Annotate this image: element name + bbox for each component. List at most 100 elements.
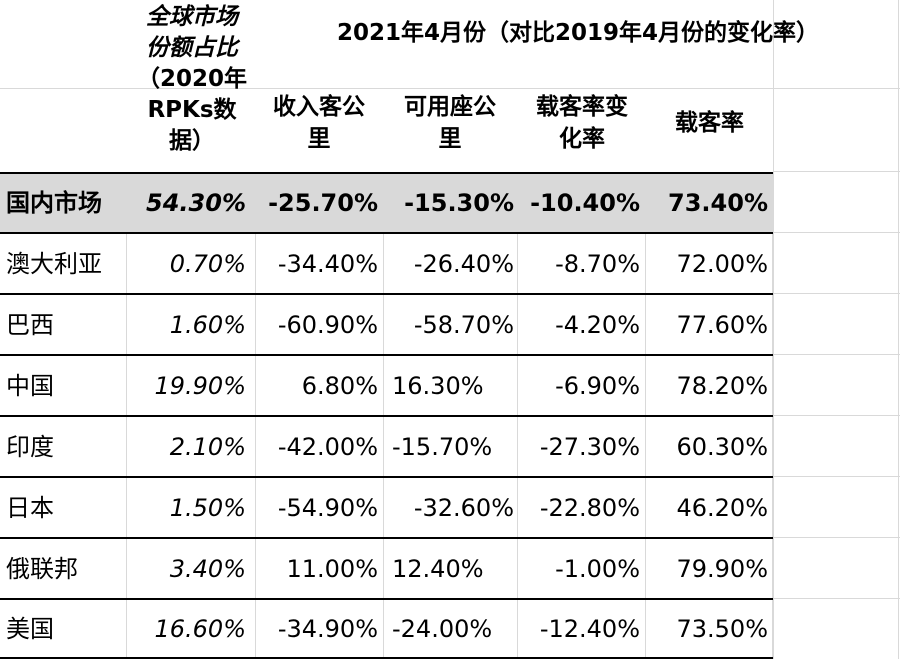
cell-lf-change: -27.30%	[539, 433, 640, 461]
column-divider	[126, 478, 127, 537]
column-divider	[383, 600, 384, 657]
column-divider	[772, 295, 773, 354]
column-divider	[255, 600, 256, 657]
column-divider	[645, 417, 646, 476]
column-header-ask: 可用座公 里	[384, 96, 516, 160]
summary-row: 国内市场 54.30% -25.70% -15.30% -10.40% 73.40%	[0, 174, 773, 232]
column-header-line: 化率	[559, 126, 605, 152]
cell-name: 印度	[6, 433, 54, 461]
column-divider	[383, 539, 384, 598]
column-divider	[645, 234, 646, 293]
cell-ask: -26.40%	[413, 250, 514, 278]
cell-rpk: -34.90%	[277, 615, 378, 643]
cell-name: 日本	[6, 494, 54, 522]
column-header-rpk: 收入客公 里	[256, 96, 382, 160]
cell-share: 19.90%	[154, 372, 246, 400]
column-header-line: 收入客公	[273, 94, 365, 120]
column-divider	[772, 539, 773, 598]
cell-lf: 72.00%	[676, 250, 768, 278]
column-divider	[255, 478, 256, 537]
cell-name: 美国	[6, 615, 54, 643]
table-row: 美国 16.60% -34.90% -24.00% -12.40% 73.50%	[0, 600, 773, 657]
column-header-line: 载客率变	[536, 94, 628, 120]
cell-share: 0.70%	[169, 250, 246, 278]
table-row: 俄联邦 3.40% 11.00% 12.40% -1.00% 79.90%	[0, 539, 773, 598]
cell-ask: 12.40%	[392, 555, 484, 583]
column-divider	[383, 234, 384, 293]
column-divider	[383, 356, 384, 415]
column-header-line: 可用座公	[404, 94, 496, 120]
column-header-line: 载客率	[675, 110, 744, 136]
cell-ask: -58.70%	[413, 311, 514, 339]
column-divider	[383, 478, 384, 537]
cell-ask: -24.00%	[392, 615, 493, 643]
cell-share: 1.50%	[169, 494, 246, 522]
cell-name: 巴西	[6, 311, 54, 339]
table-row: 印度 2.10% -42.00% -15.70% -27.30% 60.30%	[0, 417, 773, 476]
cell-share: 2.10%	[169, 433, 246, 461]
cell-rpk: -34.40%	[277, 250, 378, 278]
summary-row-background	[0, 174, 773, 232]
cell-lf-change: -12.40%	[539, 615, 640, 643]
cell-lf: 79.90%	[676, 555, 768, 583]
market-share-header-line: （2020年	[136, 66, 247, 92]
cell-ask: -15.70%	[392, 433, 493, 461]
market-share-header-line: 份额占比	[146, 35, 238, 61]
cell-name: 中国	[6, 372, 54, 400]
cell-rpk: -25.70%	[268, 189, 378, 217]
cell-lf-change: -6.90%	[555, 372, 640, 400]
cell-share: 54.30%	[146, 189, 246, 217]
cell-name: 国内市场	[6, 189, 102, 217]
market-share-header-line: 全球市场	[146, 4, 238, 30]
column-header-line: 里	[438, 126, 462, 152]
cell-lf-change: -22.80%	[539, 494, 640, 522]
column-divider	[255, 417, 256, 476]
period-title: 2021年4月份（对比2019年4月份的变化率）	[336, 20, 820, 46]
column-divider	[772, 356, 773, 415]
market-share-header-line: RPKs数	[147, 97, 237, 123]
column-divider	[517, 295, 518, 354]
table-row: 巴西 1.60% -60.90% -58.70% -4.20% 77.60%	[0, 295, 773, 354]
cell-lf: 46.20%	[676, 494, 768, 522]
column-divider	[383, 417, 384, 476]
column-divider	[255, 295, 256, 354]
column-divider	[517, 478, 518, 537]
market-share-header-line: 据）	[169, 128, 215, 154]
column-header-load-factor: 载客率	[646, 112, 773, 144]
column-divider	[383, 295, 384, 354]
cell-ask: -15.30%	[404, 189, 514, 217]
cell-rpk: -42.00%	[277, 433, 378, 461]
cell-lf-change: -1.00%	[555, 555, 640, 583]
column-divider	[517, 539, 518, 598]
column-divider	[255, 234, 256, 293]
cell-lf: 77.60%	[676, 311, 768, 339]
column-header-line: 里	[307, 126, 331, 152]
cell-share: 3.40%	[169, 555, 246, 583]
column-divider	[645, 539, 646, 598]
column-divider	[772, 478, 773, 537]
cell-rpk: 11.00%	[286, 555, 378, 583]
column-divider	[126, 417, 127, 476]
cell-name: 俄联邦	[6, 555, 78, 583]
cell-share: 1.60%	[169, 311, 246, 339]
column-divider	[517, 600, 518, 657]
cell-lf: 78.20%	[676, 372, 768, 400]
column-divider	[126, 539, 127, 598]
cell-name: 澳大利亚	[6, 250, 102, 278]
cell-rpk: -60.90%	[277, 311, 378, 339]
column-divider	[126, 234, 127, 293]
table-row: 日本 1.50% -54.90% -32.60% -22.80% 46.20%	[0, 478, 773, 537]
cell-lf-change: -8.70%	[555, 250, 640, 278]
cell-lf-change: -4.20%	[555, 311, 640, 339]
column-divider	[645, 295, 646, 354]
column-divider	[517, 356, 518, 415]
cell-lf-change: -10.40%	[530, 189, 640, 217]
column-divider	[255, 539, 256, 598]
column-divider	[517, 234, 518, 293]
cell-ask: 16.30%	[392, 372, 484, 400]
market-share-header: 全球市场 份额占比 （2020年 RPKs数 据）	[128, 6, 256, 161]
table-row: 中国 19.90% 6.80% 16.30% -6.90% 78.20%	[0, 356, 773, 415]
cell-lf: 60.30%	[676, 433, 768, 461]
cell-rpk: 6.80%	[301, 372, 378, 400]
